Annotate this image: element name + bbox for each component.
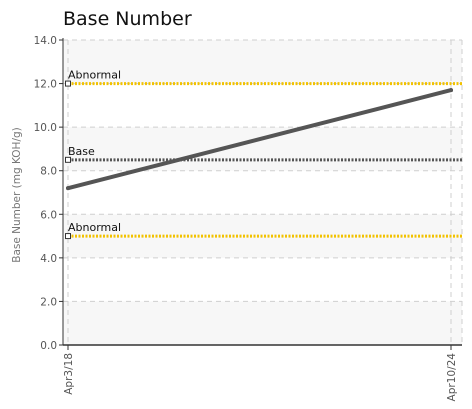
grid-lines [63,39,463,345]
y-tick-label: 14.0 [34,35,57,47]
y-axis-label: Base Number (mg KOH/g) [11,127,23,263]
axes [59,38,462,350]
y-tick-label: 6.0 [40,209,57,221]
x-tick-label: Apr3/18 [63,353,75,395]
reference-marker [65,233,71,240]
grid-band [63,301,462,345]
reference-lines [65,80,462,240]
x-tick-label: Apr10/24 [446,353,458,402]
data-point [66,186,70,191]
reference-label: Abnormal [68,69,121,82]
data-point [449,88,453,93]
reference-label: Abnormal [68,221,121,234]
series-line [66,88,453,191]
reference-label: Base [68,145,95,158]
y-tick-label: 12.0 [34,79,57,91]
chart-title: Base Number [63,8,192,30]
y-tick-label: 8.0 [40,166,57,178]
reference-marker [65,80,71,87]
grid-bands [63,40,462,345]
reference-marker [65,156,71,163]
y-tick-label: 10.0 [34,122,57,134]
y-tick-label: 4.0 [40,253,57,265]
series-layer [66,88,453,191]
grid-band [63,40,462,84]
tick-labels: 0.0 2.0 4.0 6.0 8.0 10.0 12.0 14.0 Apr3/18 Apr10/… [34,35,458,401]
y-tick-label: 2.0 [40,296,57,308]
reference-labels: Abnormal Base Abnormal [68,69,121,235]
grid-band [63,127,462,171]
y-tick-label: 0.0 [40,340,57,352]
